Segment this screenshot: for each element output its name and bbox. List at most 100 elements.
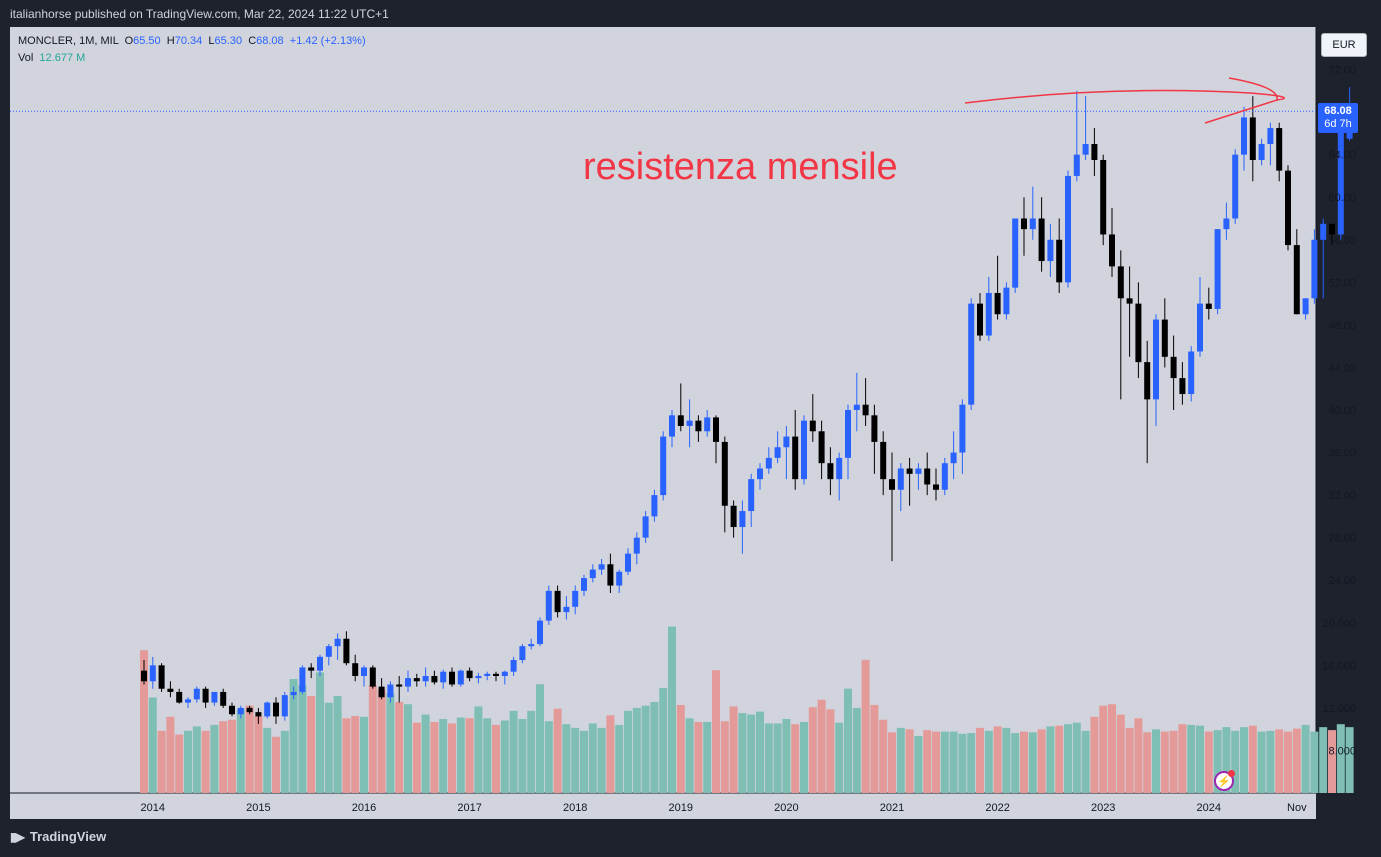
volume-bar [624, 710, 632, 793]
candle-body [1214, 229, 1221, 309]
x-tick-label: 2017 [457, 802, 481, 814]
candle-body [660, 436, 667, 496]
candle-body [237, 707, 244, 715]
volume-bar [791, 724, 800, 793]
x-tick-label: 2018 [563, 802, 587, 814]
ohlc-legend: MONCLER, 1M, MIL O65.50 H70.34 L65.30 C6… [18, 35, 366, 47]
candle-body [193, 688, 200, 700]
volume-bar [210, 724, 219, 793]
candle-body [1135, 303, 1142, 363]
volume-bar [703, 721, 712, 793]
volume-bar [1257, 731, 1266, 793]
y-tick-label: 36.00 [1328, 448, 1356, 460]
publisher-line: italianhorse published on TradingView.co… [10, 7, 389, 21]
candle-body [457, 670, 464, 685]
candle-body [290, 691, 297, 696]
volume-bar [1064, 724, 1072, 793]
volume-bar [404, 704, 412, 793]
candle-body [1109, 234, 1115, 267]
volume-bar [888, 732, 896, 793]
x-axis-labels: 2014 2015 2016 2017 2018 2019 2020 2021 2022 2023… [141, 802, 1308, 814]
volume-bar [588, 723, 597, 793]
currency-button[interactable]: EUR [1321, 33, 1367, 57]
volume-bar [1143, 732, 1152, 793]
volume-bar [641, 705, 650, 793]
close-value: 68.08 [256, 35, 284, 47]
y-tick-label: 8.000 [1328, 745, 1356, 757]
candle-body [633, 537, 640, 554]
candle-body [906, 468, 913, 474]
y-tick-label: 72.00 [1328, 65, 1356, 77]
candle-body [589, 569, 596, 579]
volume-bar [747, 714, 756, 793]
candle-body [889, 479, 895, 490]
volume-bar [448, 723, 456, 793]
volume-bar [324, 702, 333, 793]
volume-bar [835, 722, 844, 793]
volume-bar [932, 731, 940, 793]
candle-body [563, 606, 570, 613]
candle-body [730, 505, 737, 528]
symbol-label[interactable]: MONCLER, 1M, MIL [18, 35, 119, 47]
footer-brand[interactable]: ▮▶ TradingView [10, 829, 106, 844]
candle-body [950, 452, 957, 464]
volume-bar [764, 723, 773, 793]
candle-body [510, 660, 517, 672]
x-tick-label: 2015 [246, 802, 270, 814]
volume-bar [184, 730, 192, 793]
volume-bar [1187, 724, 1196, 793]
volume-bar [1108, 704, 1116, 793]
volume-bar [914, 736, 923, 793]
candle-body [1188, 351, 1195, 395]
volume-bar [1046, 726, 1055, 793]
volume-bar [527, 710, 536, 793]
volume-bar [430, 721, 439, 793]
candle-body [1249, 117, 1256, 160]
candle-body [1021, 218, 1027, 230]
y-tick-label: 64.00 [1328, 150, 1356, 162]
volume-bar [800, 721, 808, 793]
volume-bar [976, 727, 984, 793]
candle-body [783, 436, 790, 448]
candle-body [1223, 218, 1230, 230]
volume-bar [712, 670, 720, 793]
low-value: 65.30 [214, 35, 243, 47]
candle-body [1205, 303, 1212, 309]
volume-bar [148, 697, 157, 793]
high-label: H [166, 35, 175, 47]
volume-bar [1028, 732, 1037, 793]
x-tick-label: 2021 [880, 802, 904, 814]
volume-bar [1072, 722, 1081, 793]
candle-body [440, 671, 447, 683]
candle-body [836, 457, 843, 480]
candle-body [713, 417, 719, 442]
candle-body [1029, 218, 1036, 230]
volume-bar [782, 719, 791, 793]
volume-bar [192, 726, 201, 793]
candle-body [686, 420, 693, 426]
volume-bar [395, 701, 404, 793]
volume-bar [544, 721, 553, 793]
candle-body [422, 675, 429, 682]
volume-bar [1345, 727, 1354, 793]
volume-bar [1240, 727, 1248, 793]
volume-label[interactable]: Vol [18, 52, 34, 64]
flash-icon[interactable]: ⚡ [1214, 770, 1235, 791]
volume-bar [377, 689, 386, 793]
candle-body [977, 303, 983, 336]
candle-body [809, 420, 816, 432]
volume-bar [245, 705, 254, 793]
footer-brand-label: TradingView [29, 829, 107, 844]
candle-body [572, 590, 579, 607]
candle-body [141, 670, 147, 682]
volume-bar [597, 727, 606, 793]
chart-frame[interactable] [10, 27, 1316, 819]
price-chart[interactable]: 8.000 12.000 16.000 20.000 24.00 28.00 32.00 36… [10, 27, 1370, 819]
candle-body [1073, 154, 1080, 176]
volume-legend: Vol 12.677 M [18, 52, 85, 64]
volume-bar [280, 730, 289, 793]
volume-bar [289, 679, 298, 793]
candle-body [255, 712, 262, 717]
candle-body [281, 695, 288, 717]
candle-body [185, 699, 191, 703]
